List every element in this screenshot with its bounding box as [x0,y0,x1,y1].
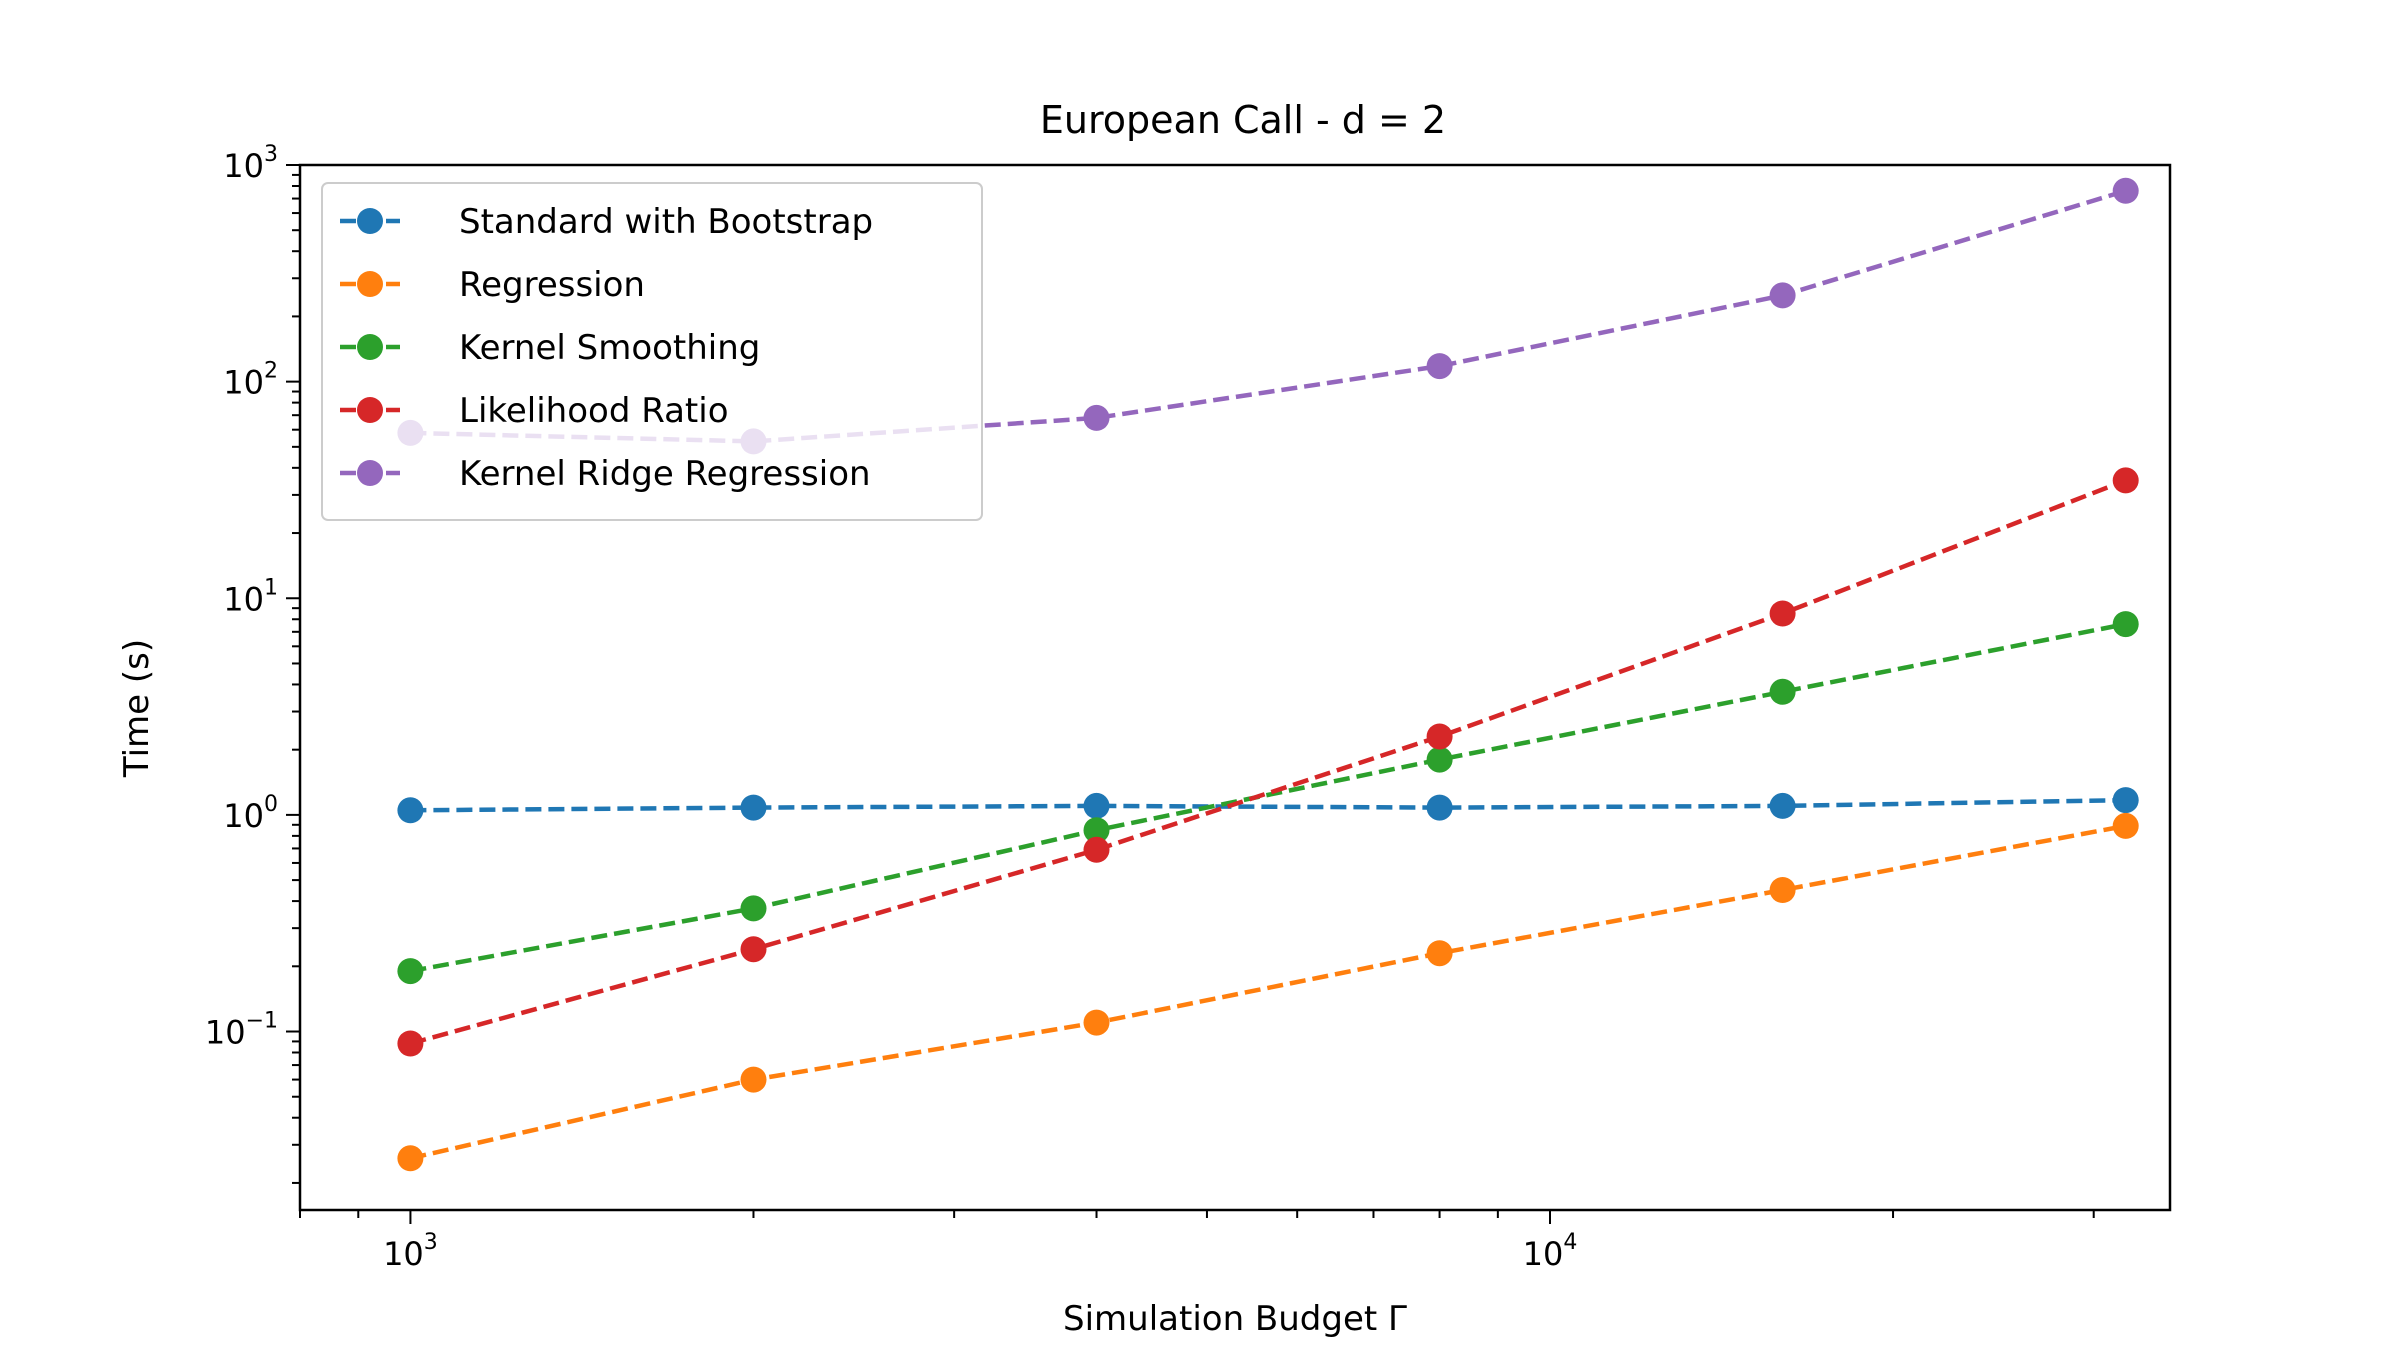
series-line [409,823,2127,1161]
series-1 [397,812,2139,1172]
y-tick-label: 103 [223,142,278,185]
legend-box [321,182,983,521]
x-axis-label: Simulation Budget Γ [1063,1299,1407,1339]
series-2 [397,611,2139,985]
legend-swatch-marker [357,397,383,423]
x-tick-label: 104 [1523,1230,1578,1273]
legend-entry: Likelihood Ratio [340,391,729,431]
chart-title: European Call - d = 2 [1040,98,1446,142]
y-axis-label: Time (s) [117,639,157,778]
y-tick-label: 102 [223,359,278,402]
legend-label: Standard with Bootstrap [459,202,873,242]
y-tick-label: 100 [223,792,278,835]
data-point [740,1066,767,1093]
data-point [2112,177,2139,204]
data-point [1083,817,1110,844]
data-point [397,958,424,985]
data-point [2112,611,2139,638]
data-point [1769,678,1796,705]
data-point [1769,877,1796,903]
data-point [740,794,767,821]
series-line [409,478,2127,1046]
data-point [740,895,767,922]
legend-swatch-marker [357,334,383,360]
legend: Standard with Bootstrap Regression Kernel … [321,182,983,521]
y-tick-label: 10−1 [205,1009,278,1052]
data-point [1083,404,1110,431]
data-point [1426,794,1453,821]
series-0 [397,787,2139,824]
legend-label: Regression [459,265,645,305]
data-point [2112,787,2139,814]
legend-entry: Regression [340,265,645,305]
y-tick-label: 101 [223,575,278,618]
series-3 [397,467,2139,1057]
series-line [410,797,2126,813]
data-point [740,936,767,963]
legend-label: Kernel Ridge Regression [459,454,871,494]
ticks-layer: 103 104 10−1 100 101 102 103 [205,142,2095,1273]
data-point [1083,792,1110,819]
legend-swatch-marker [357,208,383,234]
series-line [409,621,2127,974]
legend-entry: Kernel Ridge Regression [340,454,871,494]
data-point [2112,467,2139,494]
data-point [1426,746,1453,773]
legend-swatch-marker [357,271,383,297]
legend-entry: Standard with Bootstrap [340,202,873,242]
data-point [1769,792,1796,819]
data-point [397,1030,424,1057]
data-point [1426,940,1453,967]
legend-label: Kernel Smoothing [459,328,760,368]
data-point [397,1145,424,1172]
data-point [1769,282,1796,309]
data-point [1769,600,1796,627]
data-point [397,797,424,824]
data-point [1083,1009,1110,1036]
legend-label: Likelihood Ratio [459,391,729,431]
data-point [1426,723,1453,750]
data-point [1426,353,1453,380]
plot-frame [298,163,2172,1212]
data-point [1083,836,1110,863]
legend-swatch-marker [357,460,383,486]
x-tick-label: 103 [383,1230,438,1273]
legend-entry: Kernel Smoothing [340,328,760,368]
data-point [2112,812,2139,839]
